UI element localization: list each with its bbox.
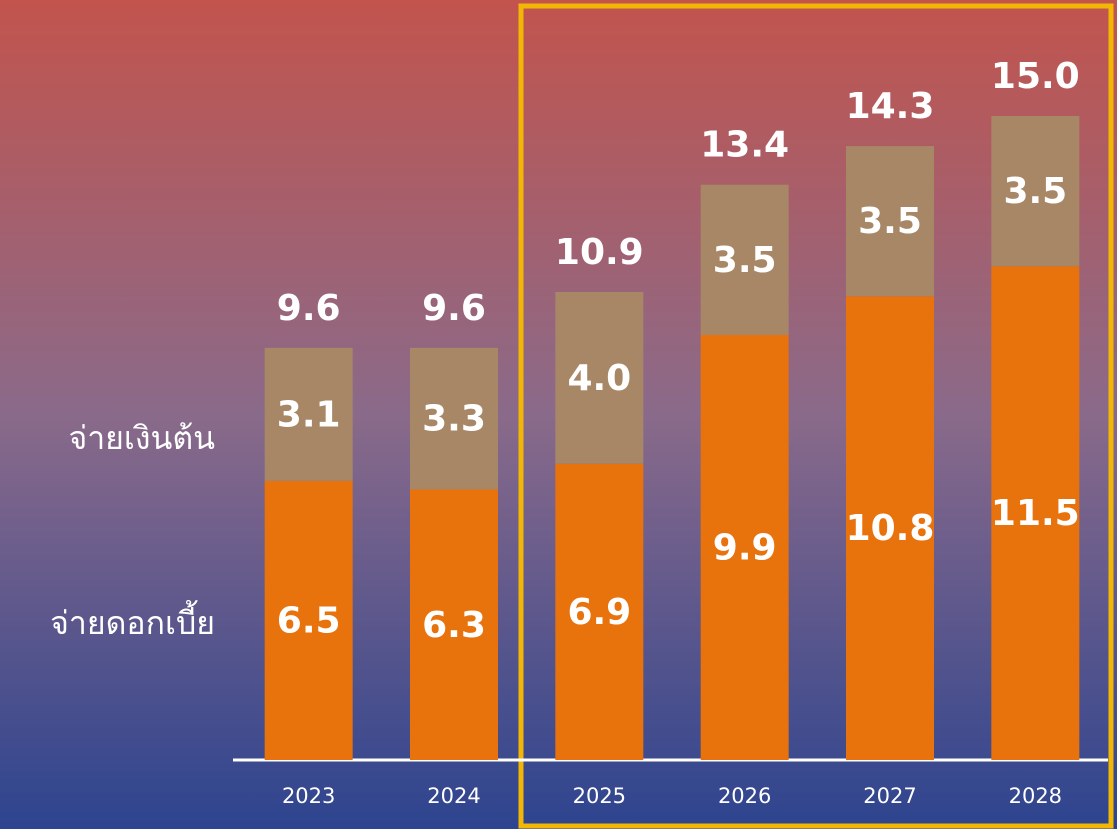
data-label: 3.5: [713, 240, 777, 281]
legend-label: จ่ายเงินต้น: [68, 419, 215, 457]
x-tick-label: 2025: [573, 784, 626, 808]
data-label: 9.9: [713, 527, 777, 568]
data-label: 11.5: [991, 493, 1080, 534]
total-label: 9.6: [277, 288, 341, 329]
bar-segment: [991, 266, 1080, 760]
data-label: 3.1: [277, 394, 341, 435]
legend-label: จ่ายดอกเบี้ย: [50, 600, 215, 642]
bar-segment: [410, 489, 498, 760]
data-label: 6.5: [277, 600, 341, 641]
highlight-box: [518, 3, 1114, 829]
x-tick-label: 2027: [863, 784, 916, 808]
data-label: 3.5: [858, 201, 922, 242]
bar-segment: [410, 347, 498, 490]
bar-segment: [264, 347, 353, 481]
data-label: 10.8: [846, 508, 935, 549]
bar-segment: [264, 480, 353, 760]
total-label: 15.0: [991, 56, 1080, 97]
x-tick-label: 2026: [718, 784, 771, 808]
bar-segment: [700, 184, 789, 335]
bar-segment: [555, 292, 644, 464]
x-tick-label: 2028: [1009, 784, 1062, 808]
data-label: 3.3: [422, 399, 486, 440]
bar-segment: [991, 116, 1080, 267]
total-label: 14.3: [846, 86, 935, 127]
data-label: 6.3: [422, 605, 486, 646]
x-tick-label: 2024: [427, 784, 480, 808]
total-label: 13.4: [700, 125, 789, 166]
data-label: 4.0: [567, 358, 631, 399]
x-tick-label: 2023: [282, 784, 335, 808]
bar-segment: [846, 296, 934, 760]
bar-segment: [846, 146, 934, 297]
bar-segment: [555, 463, 644, 760]
data-label: 6.9: [567, 592, 631, 633]
data-label: 3.5: [1003, 171, 1067, 212]
total-label: 9.6: [422, 288, 486, 329]
total-label: 10.9: [555, 232, 644, 273]
bar-segment: [700, 334, 789, 760]
